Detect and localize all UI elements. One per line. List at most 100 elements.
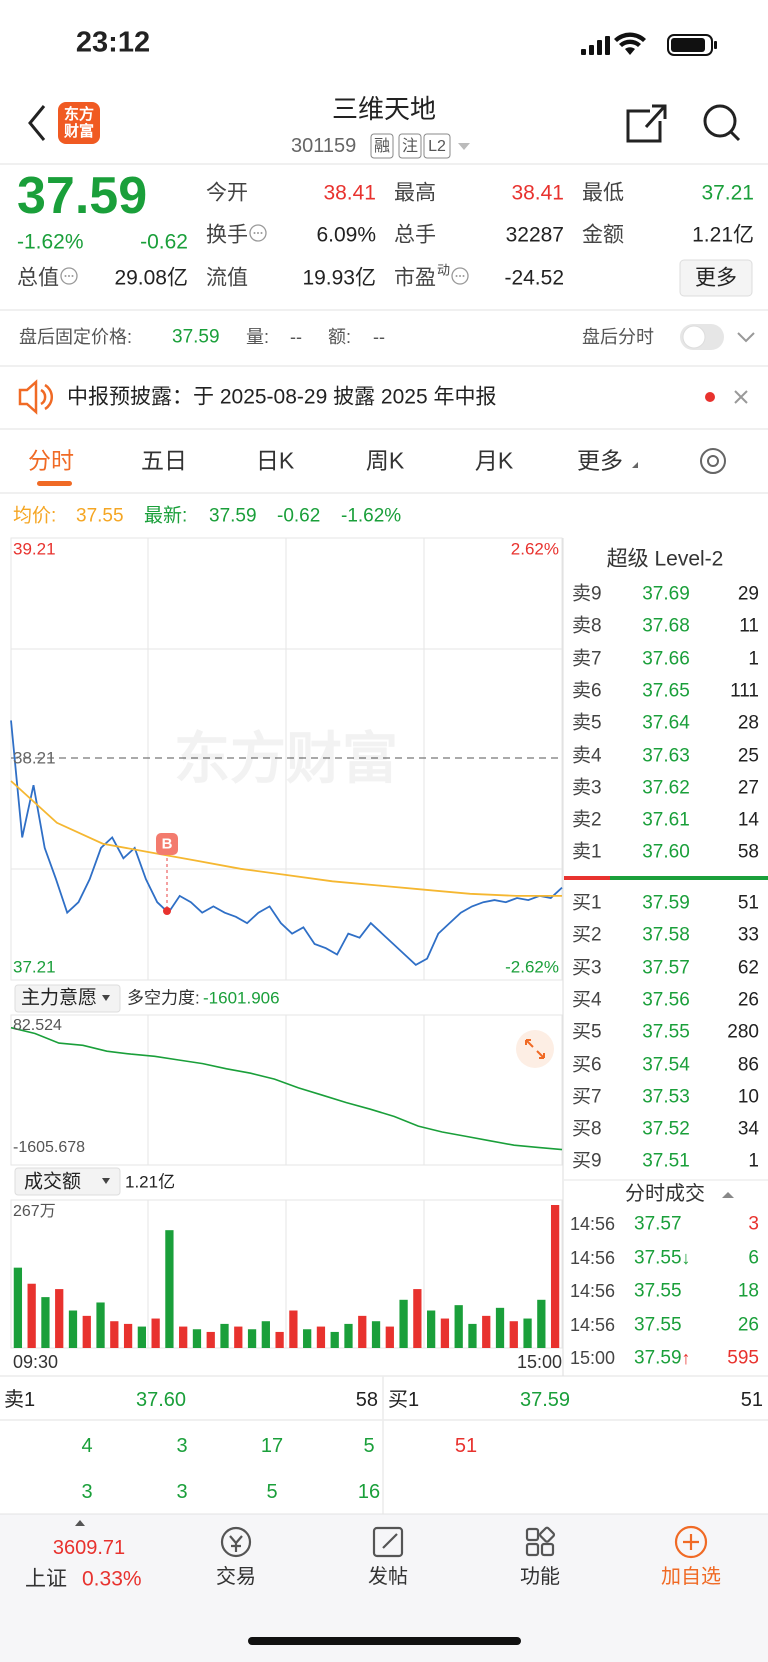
volume-bar [137,1326,146,1348]
volume-bar [385,1326,394,1348]
info-icon [451,267,469,285]
index-arrow [75,1520,85,1526]
x-tick-label: 09:30 [13,1352,59,1372]
level-price: 37.59 [519,1389,571,1411]
field-value: 1.21亿 [692,223,754,247]
volume-bar [440,1318,450,1348]
after-hours-label: 盘后固定价格: [19,327,133,347]
expand-button[interactable] [516,1030,554,1068]
book-volume: 51 [737,892,759,914]
tab[interactable]: 日K [255,447,295,474]
back-button[interactable] [28,105,46,141]
volume-select[interactable] [14,1167,121,1196]
more-label[interactable]: 更多 [695,266,737,290]
volume-bar [482,1315,491,1348]
metric-value: -1601.906 [203,988,280,1008]
nav-item[interactable]: 加自选 [661,1566,721,1588]
book-price: 37.63 [642,745,690,766]
level-label: 卖1 [4,1389,36,1411]
field-label: 金额 [582,223,624,247]
tab[interactable]: 更多 [577,447,623,474]
book-volume: 1 [748,1150,759,1172]
chevron[interactable] [737,332,755,343]
volume-bar [330,1331,339,1348]
book-level: 卖5 [572,712,602,734]
indicator-select[interactable] [14,984,121,1013]
value: -- [290,327,302,347]
volume-name[interactable]: 成交额 [24,1171,82,1193]
book-level: 卖2 [572,809,602,831]
marker-box [156,833,178,855]
book-price: 37.64 [642,712,690,734]
price: 37.59 [17,167,148,225]
dropdown[interactable] [458,143,470,150]
volume-bar [13,1267,23,1348]
book-title: 超级 Level-2 [606,547,724,571]
volume-bar [165,1230,174,1348]
indicator-name[interactable]: 主力意愿 [21,987,98,1009]
book-level: 买9 [572,1150,602,1172]
book-price: 37.65 [642,680,690,702]
book-price: 37.66 [642,648,690,670]
book-price: 37.51 [642,1150,690,1172]
queue-volume: 5 [266,1481,278,1503]
volume-bar [110,1321,119,1348]
nav-item[interactable]: 功能 [520,1566,560,1588]
tab[interactable]: 月K [474,447,514,474]
trade-price: 37.55 [634,1314,682,1335]
tab[interactable]: 周K [365,447,405,474]
queue-volume: 4 [81,1435,93,1457]
volume-total: 1.21亿 [125,1172,176,1192]
stock-name: 三维天地 [331,94,437,124]
volume-bar [399,1299,408,1348]
status-icons [581,32,717,56]
book-volume: 62 [737,957,759,979]
more-arrow [632,462,638,468]
close-button[interactable] [734,390,748,404]
speaker-icon [18,379,54,415]
settings-button[interactable] [700,448,726,474]
latest-change-pct: -1.62% [341,505,402,527]
sort-arrow [722,1192,734,1198]
search-button[interactable] [703,104,741,142]
book-price: 37.56 [642,989,690,1011]
share-button[interactable] [626,104,667,143]
book-price: 37.53 [642,1086,690,1108]
logo-text: 东方财富 [63,106,94,140]
logo [58,102,100,144]
book-price: 37.68 [642,615,690,637]
field-value: 38.41 [511,181,564,205]
tab[interactable]: 五日 [141,447,187,474]
volume-bar [427,1310,436,1348]
book-level: 买4 [572,989,602,1011]
info-icon [249,224,267,242]
trade-arrow: ↑ [681,1348,691,1368]
y-max-label: 39.21 [13,539,56,559]
queue-volume: 5 [363,1435,375,1457]
trade-price: 37.57 [634,1213,682,1235]
book-volume: 26 [737,989,759,1011]
volume-bar [55,1289,64,1348]
info-icon [60,267,78,285]
book-level: 买5 [572,1021,602,1043]
nav-item[interactable]: 交易 [216,1566,256,1588]
book-volume: 14 [737,809,759,831]
info-dot [459,275,462,277]
book-volume: 1 [748,648,759,670]
trade-time: 14:56 [570,1281,616,1301]
trade-time: 14:56 [570,1214,616,1234]
book-price: 37.58 [642,924,690,946]
queue-volume: 17 [260,1435,284,1457]
nav-item[interactable]: 发帖 [368,1566,408,1588]
book-level: 卖7 [572,648,602,670]
indicator-line [10,1026,563,1151]
volume-bar [41,1297,50,1348]
tab[interactable]: 分时 [28,447,74,474]
volume-bar [289,1310,298,1348]
label: 量: [246,327,270,347]
book-volume: 28 [737,712,759,734]
ref-label: 38.21 [13,748,56,768]
book-price: 37.60 [642,841,690,863]
more-button[interactable] [679,259,753,297]
level-volume: 51 [740,1389,763,1411]
